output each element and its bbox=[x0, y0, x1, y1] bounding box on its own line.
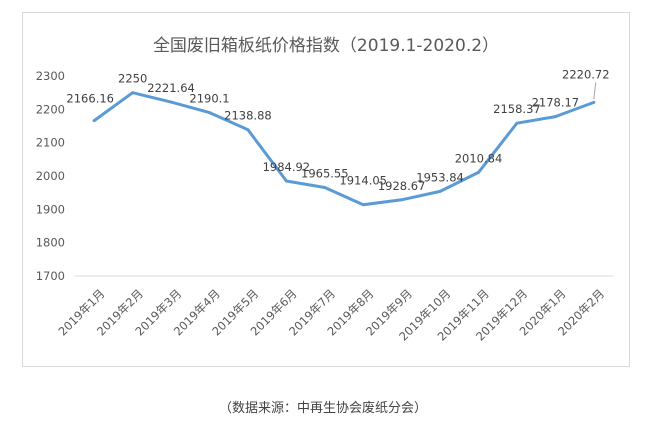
y-tick-label: 2100 bbox=[36, 136, 65, 150]
y-axis: 1700 1800 1900 2000 2100 2200 2300 bbox=[36, 69, 65, 283]
data-label: 2250 bbox=[118, 72, 147, 86]
data-label: 2138.88 bbox=[224, 109, 272, 123]
y-tick-label: 2300 bbox=[36, 69, 65, 83]
data-label: 2010.84 bbox=[455, 151, 503, 165]
data-label: 2190.1 bbox=[189, 92, 229, 106]
y-tick-label: 2000 bbox=[36, 169, 65, 183]
data-label: 1928.67 bbox=[378, 179, 426, 193]
data-point bbox=[284, 179, 288, 183]
data-point bbox=[400, 198, 404, 202]
data-point bbox=[515, 121, 519, 125]
data-label: 1984.92 bbox=[263, 160, 311, 174]
series-line-group bbox=[92, 91, 596, 207]
data-point bbox=[592, 100, 596, 104]
chart-frame: 全国废旧箱板纸价格指数（2019.1-2020.2） 1700 1800 1900 2… bbox=[22, 12, 630, 367]
y-tick-label: 1800 bbox=[36, 236, 65, 250]
data-label-leader bbox=[593, 82, 597, 100]
data-point bbox=[131, 91, 135, 95]
data-point bbox=[169, 100, 173, 104]
y-tick-label: 1700 bbox=[36, 269, 65, 283]
y-tick-label: 1900 bbox=[36, 202, 65, 216]
data-point bbox=[92, 119, 96, 123]
data-point bbox=[361, 203, 365, 207]
data-label: 2166.16 bbox=[66, 92, 114, 106]
data-point bbox=[246, 128, 250, 132]
x-axis: 2019年1月2019年2月2019年3月2019年4月2019年5月2019年… bbox=[56, 275, 613, 344]
data-label: 2158.37 bbox=[493, 102, 541, 116]
data-label: 2178.17 bbox=[532, 96, 580, 110]
data-point bbox=[477, 170, 480, 174]
source-note: （数据来源：中再生协会废纸分会） bbox=[218, 401, 427, 416]
line-chart: 1700 1800 1900 2000 2100 2200 2300 2019年1月2019… bbox=[36, 67, 613, 344]
data-label: 2221.64 bbox=[147, 81, 195, 95]
chart-title: 全国废旧箱板纸价格指数（2019.1-2020.2） bbox=[152, 36, 500, 56]
data-label: 1914.05 bbox=[339, 174, 387, 188]
data-point bbox=[553, 115, 557, 119]
data-point bbox=[323, 185, 327, 189]
y-tick-label: 2200 bbox=[36, 102, 65, 116]
series-line bbox=[92, 91, 596, 207]
data-labels: 2166.1622502221.642190.12138.881984.9219… bbox=[66, 67, 609, 192]
data-label: 2220.72 bbox=[562, 67, 610, 81]
data-label: 1953.84 bbox=[416, 170, 464, 184]
data-point bbox=[438, 189, 442, 193]
data-label: 1965.55 bbox=[301, 166, 349, 180]
data-point bbox=[208, 111, 211, 115]
